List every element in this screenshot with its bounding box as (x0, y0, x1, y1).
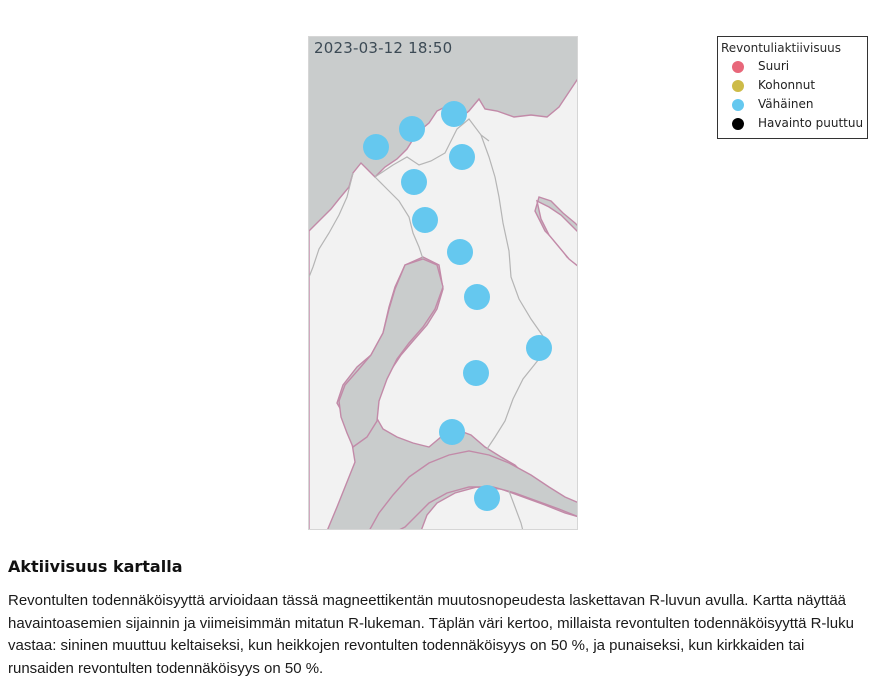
station-marker[interactable] (449, 144, 475, 170)
legend-label: Havainto puuttuu (758, 116, 864, 130)
station-marker[interactable] (412, 207, 438, 233)
gulf-of-bothnia (338, 258, 444, 449)
legend-title: Revontuliaktiivisuus (721, 41, 842, 55)
land-kola (535, 199, 577, 267)
station-marker[interactable] (399, 116, 425, 142)
gulf-of-finland (369, 450, 577, 529)
station-marker[interactable] (439, 419, 465, 445)
station-marker[interactable] (401, 169, 427, 195)
station-marker[interactable] (447, 239, 473, 265)
legend-item-vahainen[interactable]: Vähäinen (718, 96, 867, 114)
section-title: Aktiivisuus kartalla (8, 557, 183, 576)
border-fi-ru (480, 134, 546, 450)
map-timestamp: 2023-03-12 18:50 (314, 39, 453, 57)
border-no-se (309, 172, 354, 278)
legend-label: Kohonnut (758, 78, 816, 92)
aurora-map[interactable]: 2023-03-12 18:50 (308, 36, 578, 530)
legend-item-havainto-puuttuu[interactable]: Havainto puuttuu (718, 115, 867, 133)
station-marker[interactable] (474, 485, 500, 511)
legend-label: Vähäinen (758, 97, 814, 111)
land-south (421, 486, 577, 529)
station-marker[interactable] (464, 284, 490, 310)
legend-item-kohonnut[interactable]: Kohonnut (718, 77, 867, 95)
station-marker[interactable] (463, 360, 489, 386)
station-marker[interactable] (363, 134, 389, 160)
legend-label: Suuri (758, 59, 790, 73)
border-ee-ru (508, 490, 524, 529)
section-description: Revontulten todennäköisyyttä arvioidaan … (8, 592, 854, 677)
legend-dot-icon (732, 61, 744, 73)
legend-dot-icon (732, 99, 744, 111)
station-marker[interactable] (441, 101, 467, 127)
stations-layer (363, 101, 552, 511)
map-canvas (309, 78, 577, 529)
legend-dot-icon (732, 118, 744, 130)
border-fi-se (374, 176, 424, 260)
legend-dot-icon (732, 80, 744, 92)
border-fi-no (374, 118, 490, 178)
legend: Revontuliaktiivisuus Suuri Kohonnut Vähä… (717, 36, 868, 139)
station-marker[interactable] (526, 335, 552, 361)
legend-item-suuri[interactable]: Suuri (718, 58, 867, 76)
